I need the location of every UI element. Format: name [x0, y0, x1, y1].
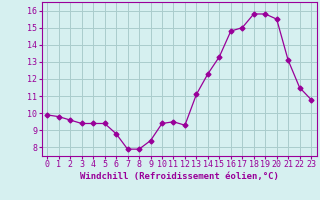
X-axis label: Windchill (Refroidissement éolien,°C): Windchill (Refroidissement éolien,°C)	[80, 172, 279, 181]
